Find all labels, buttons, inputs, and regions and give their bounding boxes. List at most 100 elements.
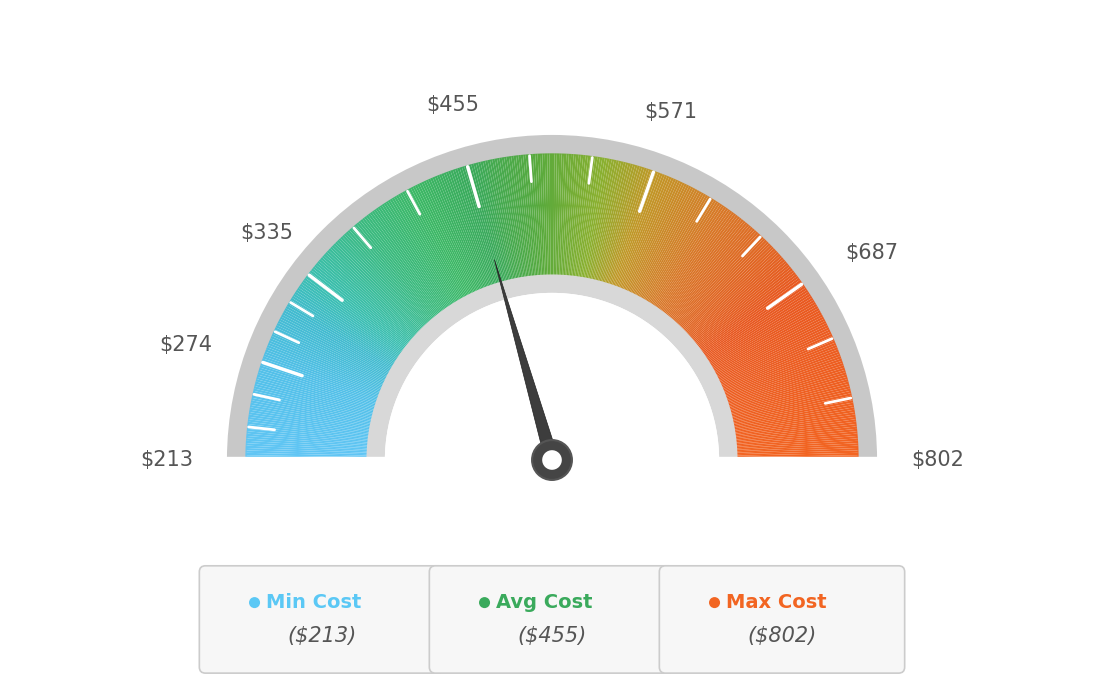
Wedge shape xyxy=(601,164,635,283)
Circle shape xyxy=(532,440,572,480)
Wedge shape xyxy=(259,368,376,406)
Wedge shape xyxy=(530,154,541,277)
Wedge shape xyxy=(618,174,665,289)
Text: Avg Cost: Avg Cost xyxy=(496,593,593,612)
Wedge shape xyxy=(672,228,755,322)
Wedge shape xyxy=(293,294,397,362)
Wedge shape xyxy=(248,412,370,433)
Wedge shape xyxy=(368,213,443,313)
Wedge shape xyxy=(683,245,772,332)
Wedge shape xyxy=(616,172,660,288)
Circle shape xyxy=(542,450,562,470)
Wedge shape xyxy=(322,255,415,338)
Wedge shape xyxy=(576,156,595,278)
Wedge shape xyxy=(588,159,614,280)
Wedge shape xyxy=(255,382,374,414)
Wedge shape xyxy=(382,204,450,307)
Wedge shape xyxy=(264,354,380,397)
Wedge shape xyxy=(471,164,505,282)
Wedge shape xyxy=(329,248,418,334)
Wedge shape xyxy=(319,259,413,340)
Wedge shape xyxy=(400,193,463,300)
Wedge shape xyxy=(247,422,370,438)
Wedge shape xyxy=(351,227,433,321)
Wedge shape xyxy=(736,457,859,460)
Wedge shape xyxy=(277,323,388,379)
Wedge shape xyxy=(435,176,482,290)
Wedge shape xyxy=(648,199,714,304)
Wedge shape xyxy=(251,402,371,427)
Wedge shape xyxy=(698,272,796,348)
Bar xyxy=(62,457,1042,690)
Wedge shape xyxy=(726,361,843,402)
Wedge shape xyxy=(647,197,712,303)
Wedge shape xyxy=(250,410,371,431)
Wedge shape xyxy=(262,358,379,400)
Wedge shape xyxy=(703,286,806,357)
Wedge shape xyxy=(639,190,700,299)
Wedge shape xyxy=(665,217,742,315)
Wedge shape xyxy=(609,168,649,286)
Wedge shape xyxy=(630,183,684,294)
Wedge shape xyxy=(317,261,412,342)
Wedge shape xyxy=(392,197,457,303)
Wedge shape xyxy=(734,415,856,434)
Wedge shape xyxy=(422,181,475,293)
Wedge shape xyxy=(733,407,854,430)
Wedge shape xyxy=(722,345,837,393)
Wedge shape xyxy=(704,288,807,358)
Wedge shape xyxy=(730,379,849,413)
Wedge shape xyxy=(257,375,375,410)
Wedge shape xyxy=(582,157,605,279)
Wedge shape xyxy=(691,259,785,340)
Text: ($455): ($455) xyxy=(518,627,586,647)
Wedge shape xyxy=(380,205,449,308)
Wedge shape xyxy=(613,170,656,287)
Wedge shape xyxy=(370,212,444,312)
Wedge shape xyxy=(720,334,832,386)
Wedge shape xyxy=(485,160,513,280)
Wedge shape xyxy=(733,402,853,427)
Wedge shape xyxy=(581,157,603,279)
Wedge shape xyxy=(372,210,445,311)
Wedge shape xyxy=(302,279,403,353)
Wedge shape xyxy=(261,361,378,402)
Wedge shape xyxy=(720,336,834,387)
Wedge shape xyxy=(602,165,637,284)
Wedge shape xyxy=(437,175,485,290)
Wedge shape xyxy=(734,417,856,435)
Wedge shape xyxy=(255,379,374,413)
Wedge shape xyxy=(424,181,476,293)
Wedge shape xyxy=(383,202,453,306)
Wedge shape xyxy=(679,238,765,328)
Wedge shape xyxy=(246,443,369,451)
Text: $455: $455 xyxy=(426,95,479,115)
Wedge shape xyxy=(288,302,394,366)
Wedge shape xyxy=(571,155,585,277)
Wedge shape xyxy=(712,310,820,371)
Wedge shape xyxy=(450,170,492,286)
Wedge shape xyxy=(730,384,850,415)
Wedge shape xyxy=(245,457,368,460)
Wedge shape xyxy=(719,329,830,383)
Wedge shape xyxy=(270,336,384,387)
Wedge shape xyxy=(258,370,376,407)
Wedge shape xyxy=(584,158,607,279)
Wedge shape xyxy=(637,188,696,297)
Wedge shape xyxy=(365,215,442,314)
Wedge shape xyxy=(662,215,739,314)
Wedge shape xyxy=(257,372,375,408)
Wedge shape xyxy=(306,276,405,351)
Wedge shape xyxy=(657,208,729,309)
Wedge shape xyxy=(682,243,771,331)
Wedge shape xyxy=(268,340,383,390)
Wedge shape xyxy=(677,235,762,326)
Wedge shape xyxy=(285,308,392,370)
Wedge shape xyxy=(623,177,671,290)
Wedge shape xyxy=(340,237,426,327)
Wedge shape xyxy=(721,338,835,388)
Wedge shape xyxy=(247,426,369,441)
Wedge shape xyxy=(535,154,543,276)
Wedge shape xyxy=(453,169,493,286)
Wedge shape xyxy=(734,422,857,438)
